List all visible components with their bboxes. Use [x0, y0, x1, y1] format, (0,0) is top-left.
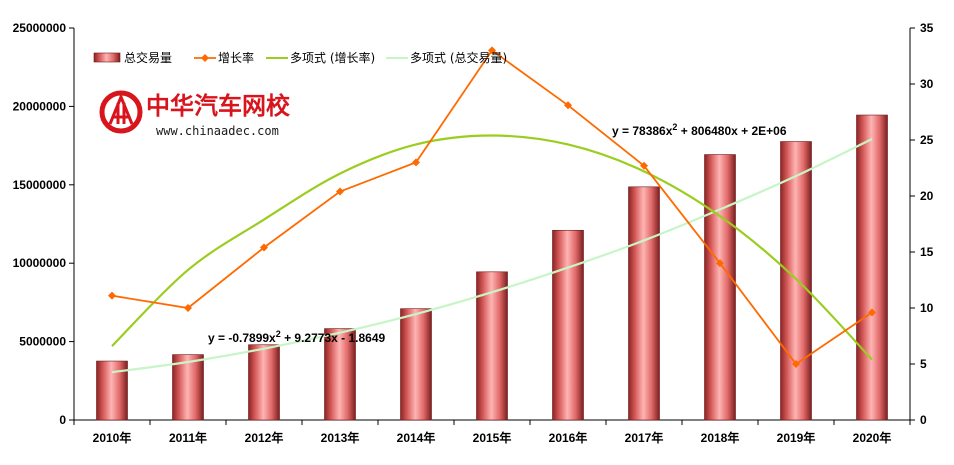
growth-point: [260, 243, 268, 252]
series-line-poly-growth: [111, 134, 873, 361]
x-tick-label: 2017年: [625, 430, 664, 445]
legend-label: 增长率: [218, 50, 254, 65]
left-tick-label: 25000000: [13, 21, 67, 35]
right-tick-label: 35: [920, 21, 934, 35]
bar: [552, 229, 584, 421]
bar: [628, 186, 660, 421]
left-tick-label: 20000000: [13, 99, 67, 113]
right-tick-label: 5: [920, 357, 927, 371]
bar: [476, 271, 508, 421]
bar: [400, 308, 432, 421]
equation-growth: y = -0.7899x2 + 9.2773x - 1.8649: [208, 329, 385, 345]
growth-point: [564, 101, 572, 110]
growth-point: [716, 259, 724, 268]
lines: [108, 46, 876, 374]
bar: [780, 141, 812, 421]
equation-volume: y = 78386x2 + 806480x + 2E+06: [612, 122, 787, 138]
growth-point: [488, 46, 496, 55]
bar: [172, 354, 204, 421]
right-tick-label: 20: [920, 189, 934, 203]
growth-point: [640, 161, 648, 170]
growth-point: [412, 158, 420, 167]
right-tick-label: 10: [920, 301, 934, 315]
growth-point: [336, 187, 344, 196]
axes: 0 5000000 10000000 15000000 20000000 25000000…: [13, 21, 934, 445]
x-tick-label: 2010年: [93, 430, 132, 445]
growth-point: [792, 360, 800, 368]
right-tick-label: 30: [920, 77, 934, 91]
logo-text: 中华汽车网校: [146, 92, 291, 120]
legend-label: 多项式 (总交易量): [410, 50, 507, 65]
legend-marker-growth: [201, 54, 209, 62]
x-tick-label: 2020年: [853, 430, 892, 445]
x-tick-label: 2013年: [321, 430, 360, 445]
right-tick-label: 15: [920, 245, 934, 259]
logo-mark: [108, 93, 134, 125]
x-tick-label: 2011年: [169, 430, 207, 445]
legend-label: 多项式 (增长率): [290, 50, 375, 65]
x-tick-label: 2012年: [245, 430, 284, 445]
bar: [704, 154, 736, 421]
left-tick-label: 0: [59, 413, 66, 427]
right-tick-label: 25: [920, 133, 934, 147]
bar: [248, 344, 280, 421]
growth-point: [184, 304, 192, 312]
legend: 总交易量 增长率 多项式 (增长率) 多项式 (总交易量): [93, 50, 507, 65]
x-tick-label: 2016年: [549, 430, 588, 445]
growth-point: [108, 291, 116, 300]
left-tick-label: 5000000: [19, 335, 66, 349]
left-tick-label: 10000000: [13, 256, 67, 270]
watermark-logo: 中华汽车网校 www.chinaadec.com: [99, 90, 291, 138]
right-tick-label: 0: [920, 413, 927, 427]
x-tick-label: 2019年: [777, 430, 816, 445]
bars: [96, 114, 888, 421]
x-tick-label: 2014年: [397, 430, 436, 445]
trendline-equations: y = 78386x2 + 806480x + 2E+06 y = -0.7899…: [208, 122, 787, 345]
legend-swatch-bar: [93, 52, 121, 63]
series-line-poly-volume: [111, 138, 873, 374]
x-tick-label: 2015年: [473, 430, 512, 445]
logo-url: www.chinaadec.com: [156, 124, 279, 138]
bar: [856, 114, 888, 421]
legend-label: 总交易量: [124, 50, 172, 65]
bar: [324, 328, 356, 421]
left-tick-label: 15000000: [13, 178, 67, 192]
growth-point: [868, 308, 876, 317]
x-tick-label: 2018年: [701, 430, 740, 445]
